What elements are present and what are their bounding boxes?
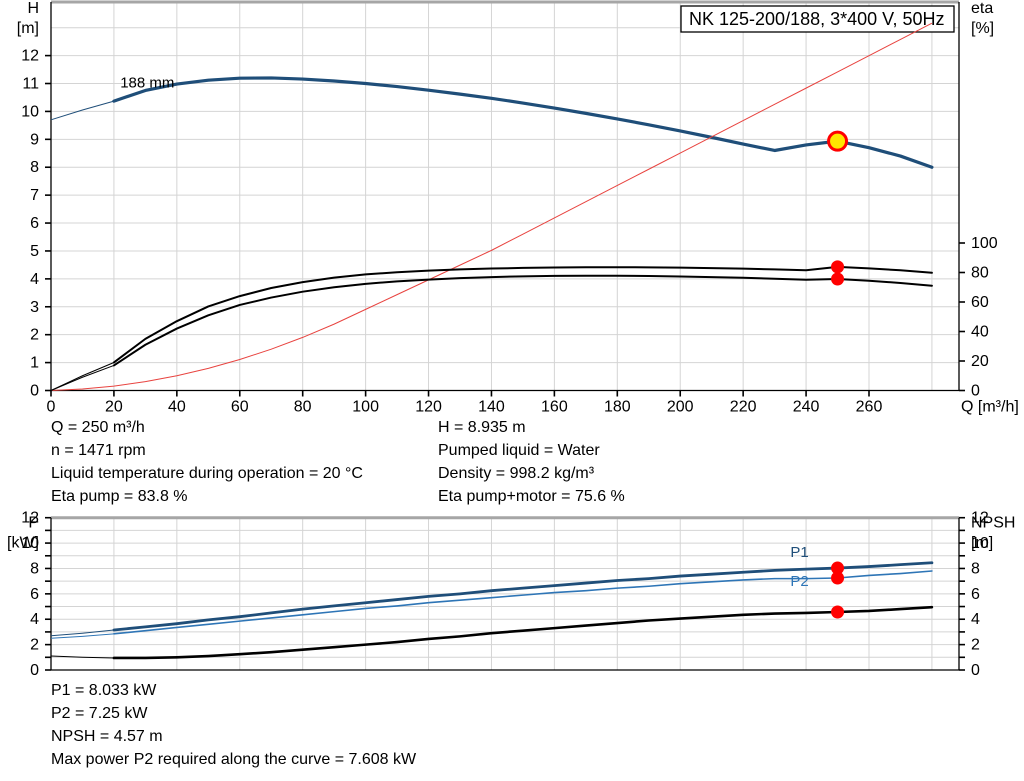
svg-text:Q = 250 m³/h: Q = 250 m³/h xyxy=(51,419,145,436)
svg-text:11: 11 xyxy=(22,76,39,93)
svg-text:7: 7 xyxy=(30,187,39,204)
svg-text:0: 0 xyxy=(971,662,980,679)
svg-text:2: 2 xyxy=(30,637,39,654)
svg-text:1: 1 xyxy=(30,355,39,372)
svg-text:0: 0 xyxy=(47,399,56,416)
svg-text:60: 60 xyxy=(231,399,249,416)
svg-text:40: 40 xyxy=(971,324,989,341)
svg-text:4: 4 xyxy=(30,611,39,628)
svg-text:Eta pump = 83.8 %: Eta pump = 83.8 % xyxy=(51,488,188,505)
svg-text:Max power P2 required along th: Max power P2 required along the curve = … xyxy=(51,751,417,768)
svg-text:140: 140 xyxy=(478,399,505,416)
svg-text:P2: P2 xyxy=(790,573,808,590)
svg-text:n = 1471 rpm: n = 1471 rpm xyxy=(51,442,146,459)
svg-text:12: 12 xyxy=(21,48,39,65)
svg-text:[m]: [m] xyxy=(971,535,993,552)
svg-text:2: 2 xyxy=(971,637,980,654)
svg-text:188 mm: 188 mm xyxy=(120,75,174,92)
svg-text:20: 20 xyxy=(105,399,123,416)
svg-text:[%]: [%] xyxy=(971,20,994,37)
svg-text:8: 8 xyxy=(971,560,980,577)
svg-text:8: 8 xyxy=(30,560,39,577)
svg-text:60: 60 xyxy=(971,294,989,311)
svg-text:10: 10 xyxy=(21,103,39,120)
svg-text:0: 0 xyxy=(30,383,39,400)
svg-text:Liquid temperature during oper: Liquid temperature during operation = 20… xyxy=(51,465,363,482)
svg-text:3: 3 xyxy=(30,299,39,316)
svg-text:eta: eta xyxy=(971,0,993,17)
svg-text:80: 80 xyxy=(294,399,312,416)
svg-text:160: 160 xyxy=(541,399,568,416)
svg-text:4: 4 xyxy=(971,611,980,628)
svg-text:P1: P1 xyxy=(790,544,808,561)
svg-text:200: 200 xyxy=(667,399,694,416)
svg-text:4: 4 xyxy=(30,271,39,288)
svg-text:5: 5 xyxy=(30,243,39,260)
svg-text:NPSH = 4.57 m: NPSH = 4.57 m xyxy=(51,728,163,745)
svg-text:Q [m³/h]: Q [m³/h] xyxy=(961,399,1019,416)
svg-text:H: H xyxy=(27,0,39,17)
svg-text:20: 20 xyxy=(971,353,989,370)
svg-text:0: 0 xyxy=(971,383,980,400)
svg-text:100: 100 xyxy=(352,399,379,416)
svg-text:0: 0 xyxy=(30,662,39,679)
svg-text:180: 180 xyxy=(604,399,631,416)
svg-text:[m]: [m] xyxy=(17,20,39,37)
svg-text:Density = 998.2 kg/m³: Density = 998.2 kg/m³ xyxy=(438,465,595,482)
svg-text:Pumped liquid = Water: Pumped liquid = Water xyxy=(438,442,600,459)
svg-text:240: 240 xyxy=(793,399,820,416)
svg-text:2: 2 xyxy=(30,327,39,344)
svg-text:[kW]: [kW] xyxy=(7,535,39,552)
svg-text:H = 8.935 m: H = 8.935 m xyxy=(438,419,526,436)
svg-text:80: 80 xyxy=(971,265,989,282)
svg-text:40: 40 xyxy=(168,399,186,416)
svg-text:NPSH: NPSH xyxy=(971,515,1015,532)
svg-text:6: 6 xyxy=(30,586,39,603)
svg-text:P1 = 8.033 kW: P1 = 8.033 kW xyxy=(51,682,157,699)
svg-text:P: P xyxy=(28,515,39,532)
svg-text:6: 6 xyxy=(30,215,39,232)
svg-text:100: 100 xyxy=(971,235,998,252)
svg-text:6: 6 xyxy=(971,586,980,603)
svg-text:NK 125-200/188, 3*400 V, 50Hz: NK 125-200/188, 3*400 V, 50Hz xyxy=(689,9,945,29)
svg-text:260: 260 xyxy=(856,399,883,416)
svg-text:9: 9 xyxy=(30,131,39,148)
svg-text:220: 220 xyxy=(730,399,757,416)
svg-text:P2 = 7.25 kW: P2 = 7.25 kW xyxy=(51,705,148,722)
svg-text:Eta pump+motor = 75.6 %: Eta pump+motor = 75.6 % xyxy=(438,488,625,505)
svg-text:120: 120 xyxy=(415,399,442,416)
svg-text:8: 8 xyxy=(30,159,39,176)
